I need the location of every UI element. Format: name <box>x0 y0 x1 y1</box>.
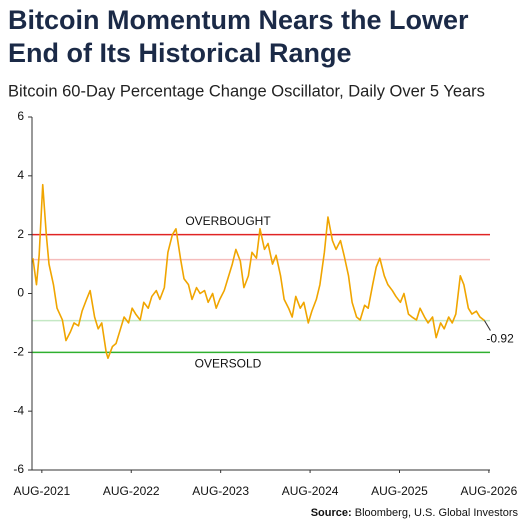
callout-line <box>484 320 491 331</box>
y-tick-label: -6 <box>13 462 24 476</box>
last-value-label: -0.92 <box>486 332 514 346</box>
y-tick-label: 4 <box>17 168 24 182</box>
source-label: Source: <box>311 507 352 519</box>
data-line <box>32 183 485 360</box>
y-tick-label: 0 <box>17 286 24 300</box>
x-tick-label: AUG-2026 <box>461 484 518 498</box>
x-tick-label: AUG-2024 <box>282 484 339 498</box>
x-tick-label: AUG-2021 <box>13 484 70 498</box>
y-tick-label: 6 <box>17 109 24 123</box>
chart-title: Bitcoin Momentum Nears the Lower <box>8 5 469 35</box>
y-tick-label: 2 <box>17 227 24 241</box>
source-text: Bloomberg, U.S. Global Investors <box>355 507 519 519</box>
source: Source: Bloomberg, U.S. Global Investors <box>311 507 519 519</box>
x-tick-label: AUG-2023 <box>192 484 249 498</box>
x-tick-label: AUG-2025 <box>371 484 428 498</box>
chart-subtitle: Bitcoin 60-Day Percentage Change Oscilla… <box>8 82 485 100</box>
x-tick-label: AUG-2022 <box>103 484 160 498</box>
chart-title: End of Its Historical Range <box>8 38 352 68</box>
y-tick-label: -2 <box>13 345 24 359</box>
reference-label: OVERBOUGHT <box>185 214 271 228</box>
reference-label: OVERSOLD <box>195 357 262 371</box>
y-tick-label: -4 <box>13 403 24 417</box>
